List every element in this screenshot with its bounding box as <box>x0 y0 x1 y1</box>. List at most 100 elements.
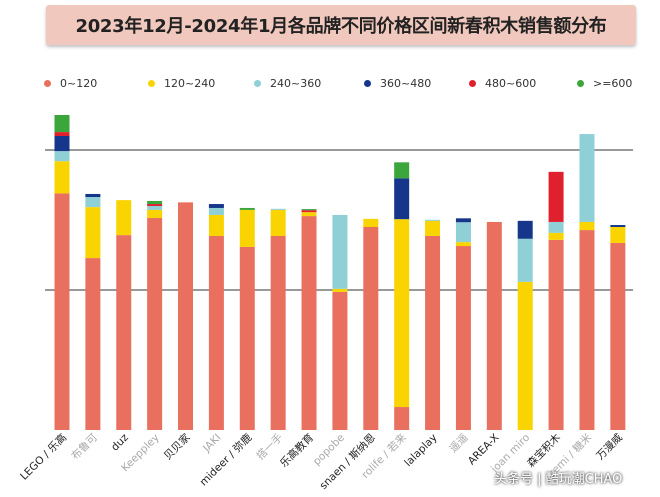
bar-segment-6-0 <box>239 246 255 430</box>
legend-item-600-plus: >=600 <box>577 73 632 93</box>
bar-stack-15 <box>517 220 533 430</box>
bar-segment-3-5 <box>147 200 163 205</box>
legend-label-600-plus: >=600 <box>593 76 633 90</box>
bar-segment-1-1 <box>85 207 101 259</box>
bar-stack-7 <box>270 208 286 430</box>
bar-segment-8-4 <box>301 210 317 213</box>
bar-stack-18 <box>610 225 626 430</box>
bar-segment-7-0 <box>270 235 286 430</box>
bar-stack-10 <box>363 218 379 430</box>
category-label-5: JAKI <box>200 432 223 455</box>
bar-segment-18-3 <box>610 225 626 227</box>
bar-segment-11-5 <box>394 162 410 179</box>
bar-segment-12-2 <box>425 219 441 221</box>
category-label-2: duz <box>109 431 131 453</box>
legend-item-0-120: 0~120 <box>44 73 97 93</box>
bar-segment-5-1 <box>208 214 224 236</box>
bar-segment-1-3 <box>85 193 101 198</box>
bar-segment-13-1 <box>455 242 471 247</box>
category-label-1: 布鲁可 <box>69 431 100 462</box>
bar-segment-16-2 <box>548 221 564 233</box>
category-label-10: snaen / 斯纳恩 <box>317 431 378 492</box>
bar-segment-10-0 <box>363 227 379 430</box>
bar-segment-15-1 <box>517 281 533 430</box>
bar-segment-6-5 <box>239 207 255 210</box>
bar-stack-17 <box>579 134 595 430</box>
bar-segment-7-2 <box>270 208 286 210</box>
bar-segment-1-0 <box>85 258 101 430</box>
title-banner: 2023年12月-2024年1月各品牌不同价格区间新春积木销售额分布 <box>46 5 636 45</box>
bar-stack-8 <box>301 209 317 430</box>
bar-segment-6-1 <box>239 209 255 247</box>
legend-label-480-600: 480~600 <box>485 76 537 90</box>
bar-segment-9-0 <box>332 291 348 430</box>
legend-label-360-480: 360~480 <box>380 76 432 90</box>
bar-segment-3-0 <box>147 218 163 430</box>
bar-segment-8-5 <box>301 209 317 211</box>
legend-swatch-360-480 <box>364 79 371 87</box>
bar-segment-13-0 <box>455 246 471 430</box>
bar-segment-1-2 <box>85 197 101 208</box>
legend-swatch-480-600 <box>469 79 476 87</box>
legend-label-0-120: 0~120 <box>60 76 98 90</box>
bar-segment-12-1 <box>425 220 441 236</box>
legend-swatch-120-240 <box>148 79 155 87</box>
bar-segment-15-2 <box>517 238 533 282</box>
category-label-18: 万漫威 <box>593 431 625 463</box>
bar-segment-13-2 <box>455 222 471 243</box>
bar-segment-0-4 <box>54 132 70 136</box>
bar-segment-11-0 <box>394 407 410 430</box>
bar-segment-5-2 <box>208 207 224 215</box>
bar-stack-16 <box>548 171 564 430</box>
bar-stack-11 <box>394 162 410 430</box>
legend-item-360-480: 360~480 <box>364 73 431 93</box>
watermark: 头条号 | 酷玩潮CHAO <box>494 472 623 487</box>
bar-segment-17-1 <box>579 221 595 231</box>
legend-label-240-360: 240~360 <box>270 76 322 90</box>
bar-segment-0-2 <box>54 151 70 162</box>
bars <box>54 115 626 430</box>
category-label-0: LEGO / 乐高 <box>17 431 69 483</box>
bar-segment-11-1 <box>394 219 410 408</box>
bar-segment-9-1 <box>332 288 348 292</box>
category-label-13: 遥遥 <box>447 431 471 455</box>
category-label-12: lalaplay <box>402 432 439 469</box>
legend-item-120-240: 120~240 <box>148 73 215 93</box>
category-label-4: 贝贝家 <box>161 431 193 463</box>
bar-stack-2 <box>116 200 132 430</box>
bar-segment-11-3 <box>394 178 410 220</box>
bar-segment-14-0 <box>486 221 502 430</box>
bar-segment-0-1 <box>54 161 70 194</box>
legend: 0~120 120~240 240~360 360~480 480~600 >=… <box>44 73 644 93</box>
category-label-6: mideer / 弥鹿 <box>197 431 255 489</box>
legend-swatch-0-120 <box>44 79 51 87</box>
bar-stack-12 <box>425 219 441 430</box>
bar-segment-17-2 <box>579 134 595 222</box>
legend-swatch-600-plus <box>577 79 584 87</box>
bar-segment-0-3 <box>54 136 70 152</box>
bar-segment-16-4 <box>548 171 564 222</box>
legend-swatch-240-360 <box>254 79 261 87</box>
bar-segment-0-0 <box>54 193 70 430</box>
bar-segment-12-0 <box>425 235 441 430</box>
bar-stack-0 <box>54 115 70 430</box>
bar-segment-3-1 <box>147 209 163 219</box>
bar-stack-13 <box>455 218 471 430</box>
legend-label-120-240: 120~240 <box>164 76 216 90</box>
bar-segment-16-1 <box>548 232 564 240</box>
bar-segment-13-3 <box>455 218 471 223</box>
bar-segment-7-1 <box>270 209 286 236</box>
chart-title: 2023年12月-2024年1月各品牌不同价格区间新春积木销售额分布 <box>75 16 607 37</box>
legend-item-480-600: 480~600 <box>469 73 536 93</box>
category-label-8: 乐高教育 <box>277 431 316 470</box>
bar-segment-4-0 <box>178 202 194 430</box>
bar-segment-2-1 <box>116 200 132 236</box>
bar-segment-3-4 <box>147 204 163 206</box>
bar-segment-5-0 <box>208 235 224 430</box>
bar-segment-16-0 <box>548 239 564 430</box>
bar-segment-0-5 <box>54 115 70 133</box>
bar-segment-5-3 <box>208 204 224 208</box>
bar-segment-10-1 <box>363 218 379 227</box>
legend-item-240-360: 240~360 <box>254 73 321 93</box>
